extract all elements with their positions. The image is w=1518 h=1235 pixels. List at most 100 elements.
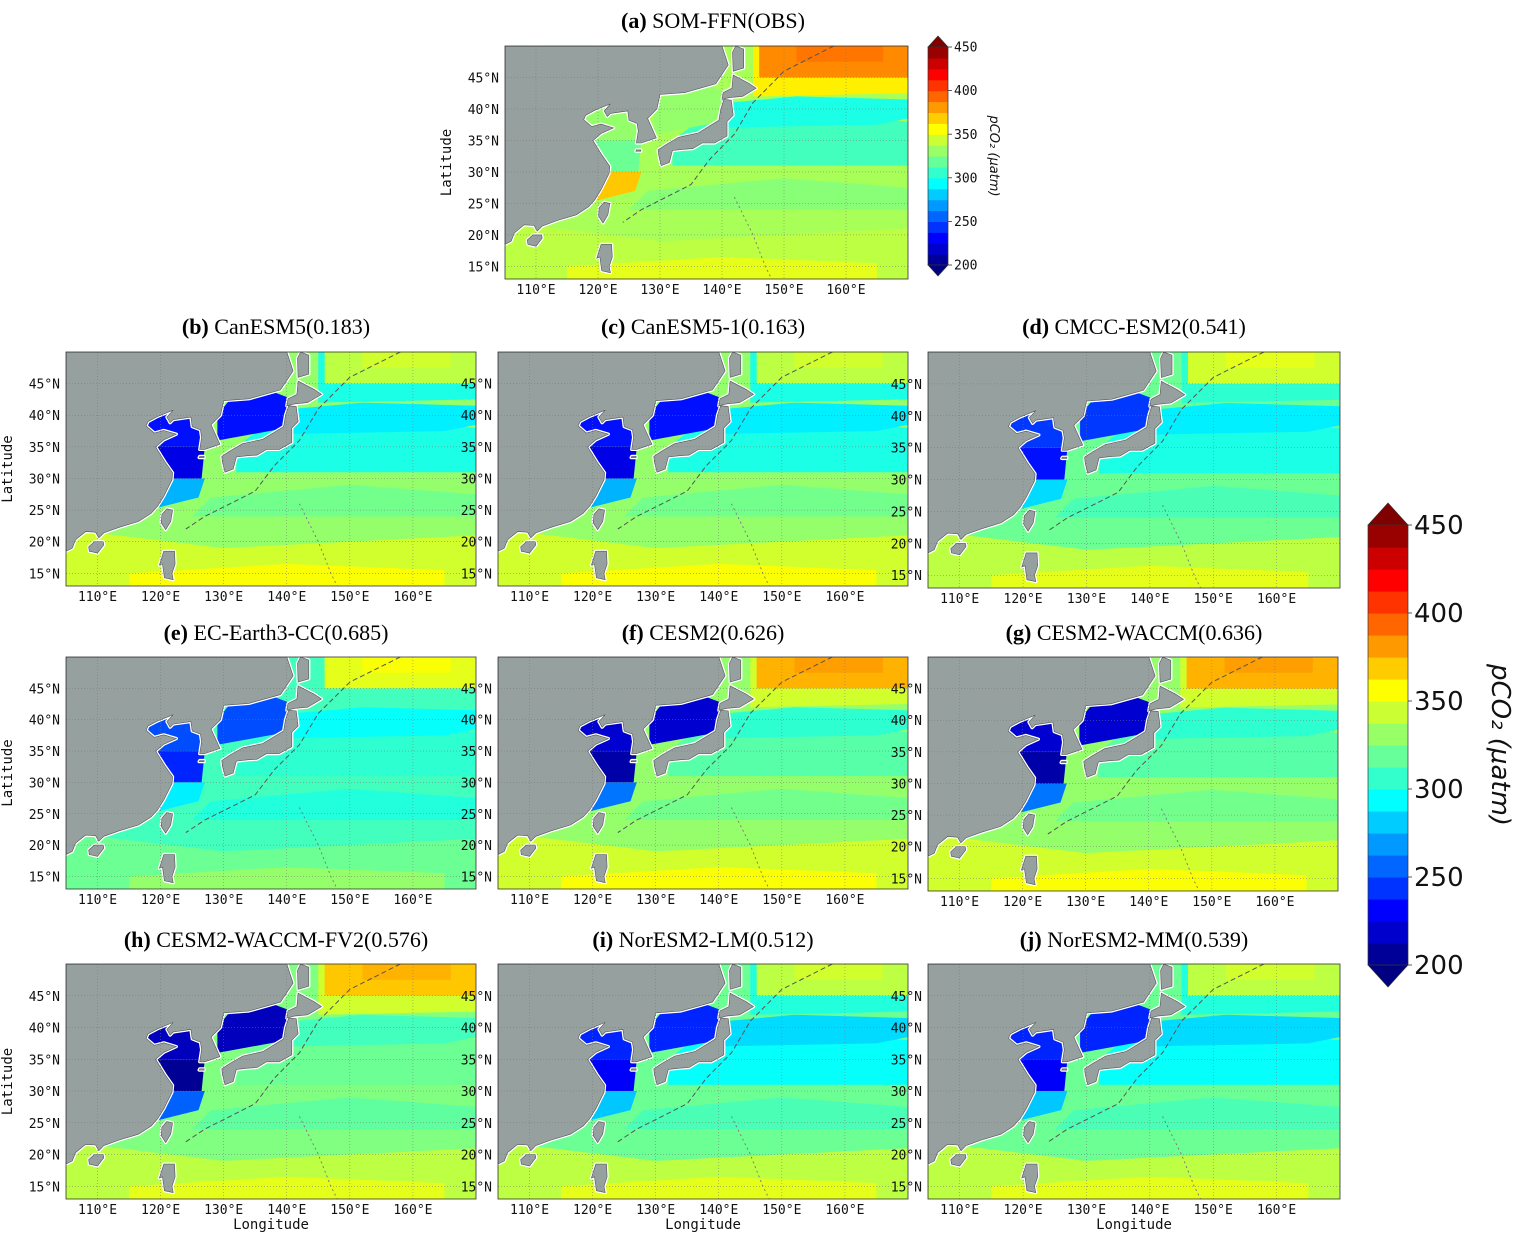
big-colorbar: 200 250 300 350 400 450 pCO₂ (μatm) (1367, 502, 1515, 988)
pco2-field-region (794, 352, 883, 368)
lon-tick-label: 150°E (1194, 1203, 1233, 1218)
panel-h: (h) CESM2-WACCM-FV2(0.576) 15°N 20°N 25°N 30… (0, 927, 477, 1233)
pco2-field-region (274, 707, 476, 739)
panel-score: (0.539) (1184, 927, 1248, 952)
coastline (657, 99, 734, 167)
lat-tick-label: 15°N (29, 870, 60, 885)
panel-f: (f) CESM2(0.626) 15°N 20°N 25°N 30°N 35°N 40°N… (461, 620, 909, 908)
lon-tick-label: 130°E (636, 893, 675, 908)
lat-tick-label: 15°N (29, 567, 60, 582)
lon-tick-label: 120°E (1003, 895, 1042, 910)
colorbar-tick-label: 350 (1414, 687, 1464, 717)
colorbar-tick-label: 250 (1414, 863, 1464, 893)
panel-model-name: CESM2 (649, 620, 720, 645)
colorbar-segment (928, 188, 948, 201)
map-frame (65, 656, 477, 890)
boundary-line (298, 807, 338, 889)
boundary-line (1047, 657, 1263, 835)
panel-c: (c) CanESM5-1(0.163) 15°N 20°N 25°N 30°N 35°N… (461, 314, 909, 605)
lat-tick-label: 35°N (29, 745, 60, 760)
lon-tick-label: 140°E (699, 1203, 738, 1218)
colorbar-extend-max (1367, 502, 1409, 526)
lat-tick-label: 35°N (461, 441, 492, 456)
lat-tick-label: 40°N (29, 714, 60, 729)
lat-tick-label: 15°N (461, 1180, 492, 1195)
lat-tick-label: 30°N (461, 1085, 492, 1100)
coastline (718, 992, 755, 1019)
panel-title: (a) SOM-FFN(OBS) (621, 8, 805, 33)
lon-tick-label: 110°E (516, 283, 555, 298)
coastline (66, 657, 294, 855)
panel-score: (0.636) (1198, 620, 1262, 645)
lat-tick-label: 15°N (891, 1180, 922, 1195)
map-frame (497, 963, 909, 1200)
coastline (160, 812, 173, 834)
boundary-line (1162, 1116, 1202, 1199)
coastline (1084, 1017, 1162, 1086)
panel-score: (0.163) (741, 314, 805, 339)
lon-tick-label: 160°E (825, 1203, 864, 1218)
lon-tick-label: 130°E (1066, 895, 1105, 910)
lat-tick-label: 30°N (29, 776, 60, 791)
map-g (928, 657, 1338, 891)
lat-tick-label: 30°N (29, 472, 60, 487)
pco2-field-region (561, 867, 877, 889)
map-frame (927, 656, 1339, 892)
lat-tick-label: 25°N (891, 809, 922, 824)
coastline (198, 760, 205, 763)
panel-j: (j) NorESM2-MM(0.539) 15°N 20°N 25°N 30°N 35°… (891, 927, 1341, 1233)
panel-model-name: CanESM5-1 (631, 314, 741, 339)
coastline (718, 685, 755, 711)
coastline (160, 1121, 173, 1144)
coastline (596, 244, 613, 274)
panel-model-name: CESM2-WACCM-FV2 (156, 927, 364, 952)
coastline (630, 760, 637, 763)
lat-tick-label: 25°N (468, 197, 499, 212)
lat-tick-label: 15°N (891, 872, 922, 887)
map-frame (504, 45, 909, 280)
coastline (1160, 964, 1173, 990)
coastline (505, 46, 729, 245)
boundary-line (733, 196, 773, 279)
lat-tick-label: 40°N (468, 103, 499, 118)
panel-score: (0.183) (306, 314, 370, 339)
coastline (66, 964, 294, 1165)
lon-tick-label: 150°E (1192, 895, 1231, 910)
pco2-field-region (624, 1097, 908, 1130)
colorbar-segment (1368, 789, 1408, 812)
colorbar-segment (928, 123, 948, 135)
panel-title: (i) NorESM2-LM(0.512) (592, 927, 813, 952)
coastline (520, 1154, 537, 1167)
lat-tick-label: 20°N (29, 1149, 60, 1164)
coastline (635, 149, 642, 152)
colorbar-frame (1367, 524, 1409, 966)
pco2-field-region (1054, 789, 1338, 822)
colorbar-segment (1368, 635, 1408, 658)
colorbar-segment (928, 90, 948, 103)
pco2-field-region (706, 402, 908, 435)
panel-e: (e) EC-Earth3-CC(0.685) 15°N 20°N 25°N 30°N 3… (0, 620, 477, 908)
boundary-line (1160, 808, 1200, 891)
colorbar-tick-label: 400 (954, 84, 977, 99)
lon-tick-label: 150°E (330, 893, 369, 908)
boundary-line (1162, 504, 1202, 588)
lat-tick-label: 45°N (891, 378, 922, 393)
panel-model-name: CESM2-WACCM (1037, 620, 1198, 645)
colorbar-segment (1368, 855, 1408, 878)
pco2-field-region (1080, 390, 1157, 442)
coastline (221, 709, 299, 777)
map-e (66, 657, 476, 889)
boundary-line (298, 503, 338, 586)
colorbar-segment (1368, 525, 1408, 548)
x-axis-label: Longitude (1096, 1217, 1172, 1233)
panel-score: (0.685) (324, 620, 388, 645)
panel-a: (a) SOM-FFN(OBS) 15°N 20°N 25°N 30°N 35°N 40°N… (439, 8, 909, 298)
boundary-line (617, 964, 833, 1143)
lon-tick-label: 120°E (141, 893, 180, 908)
lat-tick-label: 35°N (29, 441, 60, 456)
lon-tick-label: 150°E (1194, 592, 1233, 607)
panel-score: (0.576) (364, 927, 428, 952)
panel-letter: (a) (621, 8, 647, 33)
pco2-field-region (629, 178, 908, 210)
